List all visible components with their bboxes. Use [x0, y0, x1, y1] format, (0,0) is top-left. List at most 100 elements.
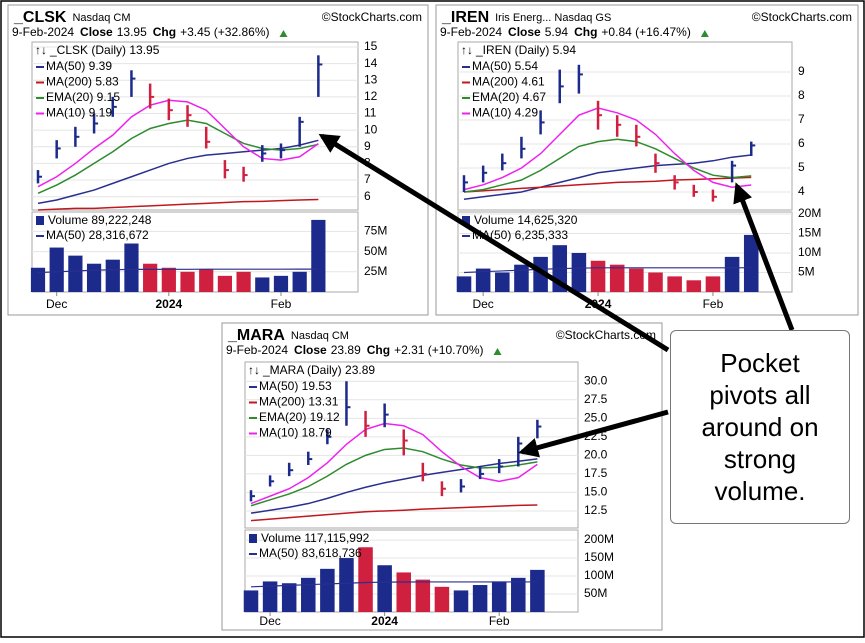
volume-bar [491, 581, 507, 612]
volume-bar [453, 590, 469, 612]
ma-line [37, 99, 319, 188]
volume-bar [30, 267, 46, 292]
ma-line [463, 154, 752, 200]
volume-bar [262, 581, 278, 612]
legend-icon [249, 534, 257, 543]
copyright: ©StockCharts.com [752, 10, 852, 24]
header-line: 9-Feb-2024 Close 13.95 Chg +3.45 (+32.86%) [12, 25, 270, 39]
volume-bar [472, 585, 488, 612]
volume-bar [68, 255, 83, 292]
close-label: Close [294, 343, 327, 357]
volume-bar [236, 271, 251, 292]
close-label: Close [80, 25, 113, 39]
volume-bar [339, 558, 354, 612]
volume-bar [475, 268, 491, 292]
y-tick-label: 6 [364, 189, 371, 203]
legend-icon [36, 216, 44, 225]
y-tick-label: 25M [364, 264, 387, 278]
legend-label: MA(10) 18.79 [259, 426, 332, 440]
arrow [733, 182, 795, 331]
volume-ma-line [37, 268, 319, 274]
copyright: ©StockCharts.com [556, 328, 656, 342]
header: _CLSK Nasdaq CM [13, 9, 131, 26]
x-tick-label: 2024 [371, 614, 398, 628]
legend-label: MA(50) 83,618,736 [259, 546, 362, 560]
ma-line [250, 504, 538, 522]
y-tick-label: 13 [364, 72, 378, 86]
y-tick-label: 10 [364, 122, 378, 136]
y-tick-label: 15 [364, 39, 378, 53]
volume-bar [667, 276, 682, 292]
volume-bar [311, 219, 326, 292]
legend-label: MA(50) 9.39 [46, 59, 112, 73]
ma-line [37, 119, 319, 195]
close-label: Close [508, 25, 541, 39]
close-value: 23.89 [331, 343, 361, 357]
volume-bar [686, 280, 702, 292]
legend-label: MA(50) 6,235,333 [472, 228, 568, 242]
arrows [318, 133, 795, 458]
callout-text: Pocket pivots all around on strong volum… [701, 348, 819, 506]
y-tick-label: 30.0 [584, 373, 608, 387]
chg-label: Chg [367, 343, 390, 357]
price-title: _CLSK (Daily) 13.95 [49, 43, 160, 57]
legend-icon: ↑↓ [461, 43, 473, 57]
volume-title: Volume 14,625,320 [474, 213, 578, 227]
volume-bar [199, 269, 214, 292]
legend-label: MA(50) 19.53 [259, 379, 332, 393]
x-tick-label: Dec [472, 297, 493, 311]
volume-bar [533, 256, 548, 292]
header: _IREN Iris Energ... Nasdaq GS [441, 9, 611, 26]
volume-bar [434, 586, 450, 612]
legend-label: MA(200) 4.61 [472, 75, 545, 89]
arrow [518, 409, 669, 458]
volume-bar [530, 569, 545, 612]
y-tick-label: 50M [364, 244, 387, 258]
volume-bar [124, 243, 139, 292]
legend-icon [462, 216, 470, 225]
legend-label: MA(10) 9.19 [46, 106, 112, 120]
x-tick-label: Feb [703, 297, 724, 311]
x-tick-label: Feb [271, 297, 292, 311]
y-tick-label: 9 [364, 139, 371, 153]
legend-label: MA(10) 4.29 [472, 106, 538, 120]
volume-bar [292, 271, 307, 292]
volume-bar [301, 577, 316, 612]
volume-bar [629, 268, 644, 292]
y-tick-label: 8 [798, 88, 805, 102]
x-tick-label: 2024 [155, 297, 182, 311]
y-tick-label: 150M [584, 550, 614, 564]
y-tick-label: 25.0 [584, 410, 608, 424]
y-tick-label: 9 [798, 64, 805, 78]
legend-label: EMA(20) 9.15 [46, 90, 120, 104]
volume-bar [377, 565, 392, 612]
volume-bar [705, 276, 721, 292]
chg-value: +2.31 (+10.70%) [394, 343, 483, 357]
volume-ma-line [250, 581, 538, 588]
volume-bar [86, 263, 102, 292]
y-tick-label: 27.5 [584, 392, 608, 406]
arrow [318, 133, 670, 353]
legend-label: MA(200) 5.83 [46, 75, 119, 89]
legend-label: EMA(20) 4.67 [472, 90, 546, 104]
volume-bar [511, 577, 526, 612]
up-arrow [279, 30, 288, 37]
y-tick-label: 5M [798, 265, 815, 279]
chg-value: +0.84 (+16.47%) [601, 25, 690, 39]
volume-bar [255, 277, 270, 292]
exchange: Nasdaq CM [72, 12, 130, 24]
y-tick-label: 12.5 [584, 503, 608, 517]
y-tick-label: 4 [798, 184, 805, 198]
volume-bar [273, 275, 289, 292]
y-tick-label: 10M [798, 245, 821, 259]
legend-icon: ↑↓ [35, 43, 47, 57]
volume-bar [571, 252, 587, 292]
ma-line [37, 198, 319, 211]
volume-bar [396, 572, 411, 612]
date: 9-Feb-2024 [226, 343, 288, 357]
callout: Pocket pivots all around on strong volum… [670, 330, 850, 524]
ma-line [463, 176, 752, 193]
legend-label: MA(200) 13.31 [259, 395, 339, 409]
symbol: _CLSK [13, 9, 67, 26]
